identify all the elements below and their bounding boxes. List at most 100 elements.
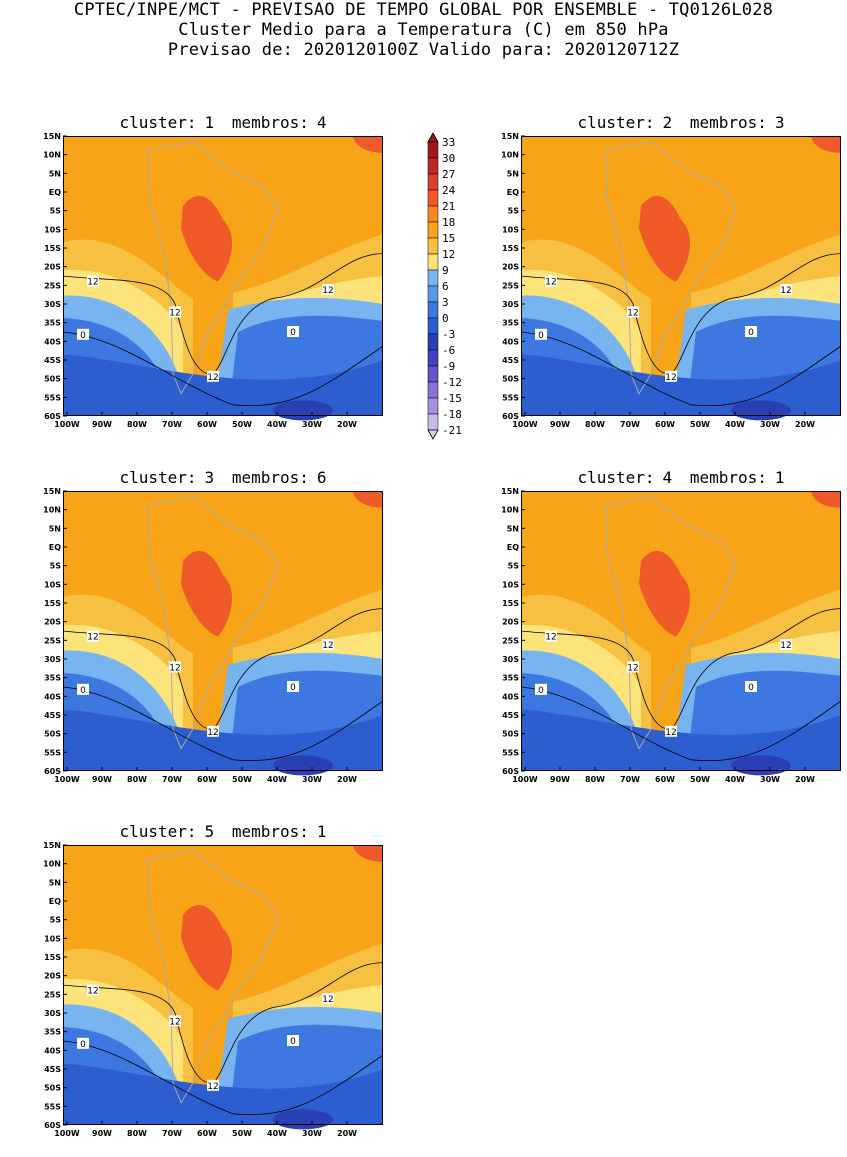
header-line-2: Cluster Medio para a Temperatura (C) em …	[178, 20, 669, 40]
lat-tick-label: 20S	[502, 618, 519, 627]
lat-tick-label: 10S	[502, 580, 519, 589]
lon-tick-label: 100W	[54, 420, 80, 429]
colorbar-label: 24	[442, 184, 456, 197]
cluster-number: 3	[204, 468, 215, 487]
temperature-map: 12 12 12 12 0 0 15N 10N 5N EQ 5S 10S 15S 20S 25S 30S 35S…	[43, 487, 384, 789]
lat-tick-label: 5S	[50, 207, 62, 216]
lon-tick-label: 70W	[162, 1129, 182, 1138]
membros-label: membros:	[231, 468, 309, 487]
lat-tick-label: 10S	[44, 934, 61, 943]
map-panel-cluster-5: cluster: 5 membros: 1 12 12 12 12 0 0 15N 10N 5N EQ…	[43, 822, 384, 1143]
colorbar-swatch	[427, 205, 439, 223]
lon-tick-label: 50W	[690, 775, 710, 784]
lon-tick-label: 60W	[197, 420, 217, 429]
lat-tick-label: 35S	[44, 1028, 61, 1037]
colorbar-swatch	[427, 301, 439, 319]
contour-label: 0	[538, 686, 544, 696]
colorbar-label: -18	[442, 408, 462, 421]
map-panel-cluster-4: cluster: 4 membros: 1 12 12 12 12 0 0 15N 10N 5N EQ…	[501, 469, 842, 789]
lat-tick-label: 60S	[502, 412, 519, 421]
colorbar-swatch	[427, 349, 439, 367]
lon-tick-label: 50W	[690, 420, 710, 429]
lat-tick-label: 60S	[44, 412, 61, 421]
contour-label: 12	[87, 633, 98, 643]
lat-tick-label: 5N	[49, 524, 61, 533]
lat-tick-label: 55S	[44, 393, 61, 402]
lon-tick-label: 20W	[337, 1129, 357, 1138]
temperature-map: 12 12 12 12 0 0 15N 10N 5N EQ 5S 10S 15S 20S 25S 30S 35S…	[43, 841, 384, 1143]
lon-tick-label: 50W	[232, 1129, 252, 1138]
membros-count: 1	[774, 468, 785, 487]
contour-label: 0	[80, 1040, 86, 1050]
lat-tick-label: 5N	[49, 169, 61, 178]
lon-tick-label: 30W	[302, 1129, 322, 1138]
lon-tick-label: 40W	[267, 1129, 287, 1138]
lat-tick-label: 40S	[44, 337, 61, 346]
lon-tick-label: 80W	[585, 775, 605, 784]
lat-tick-label: 5N	[507, 169, 519, 178]
lon-tick-label: 80W	[585, 420, 605, 429]
contour-label: 12	[627, 308, 638, 318]
colorbar-label: -9	[442, 360, 455, 373]
colorbar-label: 30	[442, 152, 455, 165]
colorbar-label: -21	[442, 424, 462, 437]
lon-tick-label: 80W	[127, 1129, 147, 1138]
colorbar-label: 18	[442, 216, 455, 229]
lon-tick-label: 40W	[267, 420, 287, 429]
colorbar-swatch	[427, 397, 439, 415]
lat-tick-label: 50S	[502, 375, 519, 384]
contour-label: 12	[87, 278, 98, 288]
map-panel-cluster-3: cluster: 3 membros: 6 12 12 12 12 0 0 15N 10N 5N EQ…	[43, 468, 384, 789]
contour-label: 0	[290, 328, 296, 338]
map-frame	[521, 136, 841, 416]
lat-tick-label: 10S	[502, 225, 519, 234]
continent-outline	[147, 141, 279, 395]
lat-tick-label: 5S	[50, 916, 62, 925]
lon-tick-label: 70W	[162, 420, 182, 429]
lon-tick-label: 40W	[267, 775, 287, 784]
lat-tick-label: 35S	[502, 674, 519, 683]
membros-count: 6	[316, 468, 327, 487]
lat-tick-label: 20S	[502, 263, 519, 272]
contour-label: 0	[290, 683, 296, 693]
contour-label: 12	[780, 641, 791, 651]
lat-tick-label: 15N	[43, 132, 61, 141]
lon-tick-label: 100W	[54, 775, 80, 784]
hot-region	[639, 550, 691, 637]
contour-label: 0	[538, 331, 544, 341]
lat-tick-label: 45S	[44, 356, 61, 365]
colorbar-swatch	[427, 189, 439, 207]
membros-count: 1	[316, 822, 327, 841]
membros-label: membros:	[689, 468, 767, 487]
lon-tick-label: 100W	[54, 1129, 80, 1138]
lat-tick-label: 10N	[43, 860, 61, 869]
lat-tick-label: EQ	[49, 543, 61, 552]
lon-tick-label: 50W	[232, 420, 252, 429]
lat-tick-label: EQ	[49, 188, 61, 197]
lat-tick-label: EQ	[507, 543, 519, 552]
lat-tick-label: 60S	[502, 767, 519, 776]
lon-tick-label: 70W	[620, 420, 640, 429]
lat-tick-label: 30S	[502, 300, 519, 309]
membros-count: 3	[774, 113, 785, 132]
lat-tick-label: 5S	[508, 207, 520, 216]
lat-tick-label: 10S	[44, 225, 61, 234]
map-panel-cluster-2: cluster: 2 membros: 3 12 12 12 12 0 0 15N 10N 5N EQ…	[501, 113, 842, 434]
colorbar-swatch	[427, 253, 439, 271]
lon-tick-label: 90W	[550, 420, 570, 429]
contour-label: 12	[665, 728, 676, 738]
lat-tick-label: 50S	[502, 730, 519, 739]
colorbar-swatch	[427, 157, 439, 175]
lon-tick-label: 70W	[162, 775, 182, 784]
temperature-map: 12 12 12 12 0 0 15N 10N 5N EQ 5S 10S 15S 20S 25S 30S 35S…	[501, 132, 842, 434]
lat-tick-label: 15N	[501, 487, 519, 496]
continent-outline	[147, 850, 279, 1104]
colorbar-swatch	[427, 333, 439, 351]
lat-tick-label: 50S	[44, 730, 61, 739]
panel-title: cluster: 4 membros: 1	[511, 469, 847, 487]
lat-tick-label: 10N	[501, 506, 519, 515]
lat-tick-label: 45S	[44, 711, 61, 720]
colorbar-swatch	[427, 285, 439, 303]
lon-tick-label: 50W	[232, 775, 252, 784]
lon-tick-label: 90W	[92, 775, 112, 784]
